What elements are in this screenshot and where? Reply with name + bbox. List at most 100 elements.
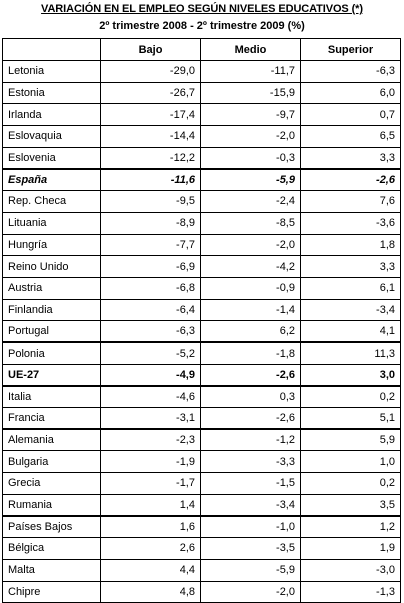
bajo-cell: -3,1 — [100, 407, 201, 430]
superior-cell: 1,8 — [300, 233, 401, 257]
bajo-cell: -7,7 — [100, 233, 201, 257]
medio-cell: -1,5 — [200, 472, 301, 495]
bajo-cell: -4,9 — [100, 363, 201, 387]
table-row: Chipre 4,8 -2,0 -1,3 — [2, 580, 401, 603]
country-cell: Finlandia — [2, 298, 101, 322]
country-cell: Eslovaquia — [2, 125, 101, 148]
table-subtitle: 2º trimestre 2008 - 2º trimestre 2009 (%… — [99, 20, 305, 32]
medio-cell: -8,5 — [200, 211, 301, 235]
table-row: Austria -6,8 -0,9 6,1 — [2, 276, 401, 300]
medio-cell: -2,0 — [200, 233, 301, 257]
header-medio: Medio — [200, 38, 301, 61]
table-row: Lituania -8,9 -8,5 -3,6 — [2, 211, 401, 235]
superior-cell: 3,0 — [300, 363, 401, 387]
table-row: Irlanda -17,4 -9,7 0,7 — [2, 103, 401, 127]
superior-cell: -6,3 — [300, 60, 401, 83]
medio-cell: -2,6 — [200, 363, 301, 387]
medio-cell: -4,2 — [200, 255, 301, 278]
superior-cell: 6,5 — [300, 125, 401, 148]
table-row: Italia -4,6 0,3 0,2 — [2, 384, 401, 408]
superior-cell: -3,6 — [300, 211, 401, 235]
country-cell: Eslovenia — [2, 146, 101, 170]
table-row: Reino Unido -6,9 -4,2 3,3 — [2, 255, 401, 278]
country-cell: UE-27 — [2, 363, 101, 387]
bajo-cell: -11,6 — [100, 167, 201, 192]
bajo-cell: -4,6 — [100, 384, 201, 408]
country-cell: Alemania — [2, 428, 101, 452]
superior-cell: 0,2 — [300, 472, 401, 495]
country-cell: Portugal — [2, 320, 101, 343]
medio-cell: -2,4 — [200, 190, 301, 213]
medio-cell: -3,3 — [200, 450, 301, 474]
superior-cell: 7,6 — [300, 190, 401, 213]
bajo-cell: -26,7 — [100, 81, 201, 105]
medio-cell: -0,9 — [200, 276, 301, 300]
bajo-cell: -1,9 — [100, 450, 201, 474]
medio-cell: -2,0 — [200, 580, 301, 603]
country-cell: Países Bajos — [2, 514, 101, 539]
superior-cell: -3,4 — [300, 298, 401, 322]
table-body: Letonia -29,0 -11,7 -6,3 Estonia -26,7 -15,9 6,… — [2, 60, 401, 603]
table-row: Hungría -7,7 -2,0 1,8 — [2, 233, 401, 257]
page: VARIACIÓN EN EL EMPLEO SEGÚN NIVELES EDU… — [2, 3, 401, 603]
superior-cell: -1,3 — [300, 580, 401, 603]
country-cell: España — [2, 167, 101, 192]
bajo-cell: 4,8 — [100, 580, 201, 603]
superior-cell: 1,2 — [300, 514, 401, 539]
header-superior: Superior — [300, 38, 401, 61]
bajo-cell: 1,4 — [100, 493, 201, 517]
country-cell: Bélgica — [2, 537, 101, 560]
table-row: Países Bajos 1,6 -1,0 1,2 — [2, 514, 401, 539]
superior-cell: 3,5 — [300, 493, 401, 517]
table-row: Malta 4,4 -5,9 -3,0 — [2, 558, 401, 582]
country-cell: Grecia — [2, 472, 101, 495]
medio-cell: -1,8 — [200, 341, 301, 365]
table-row: Polonia -5,2 -1,8 11,3 — [2, 341, 401, 365]
country-cell: Malta — [2, 558, 101, 582]
country-cell: Lituania — [2, 211, 101, 235]
bajo-cell: -6,3 — [100, 320, 201, 343]
country-cell: Francia — [2, 407, 101, 430]
bajo-cell: 4,4 — [100, 558, 201, 582]
country-cell: Irlanda — [2, 103, 101, 127]
bajo-cell: -2,3 — [100, 428, 201, 452]
table-row: Portugal -6,3 6,2 4,1 — [2, 320, 401, 343]
bajo-cell: -14,4 — [100, 125, 201, 148]
table-row: Estonia -26,7 -15,9 6,0 — [2, 81, 401, 105]
medio-cell: -11,7 — [200, 60, 301, 83]
bajo-cell: -17,4 — [100, 103, 201, 127]
medio-cell: -2,6 — [200, 407, 301, 430]
table-row: Rumania 1,4 -3,4 3,5 — [2, 493, 401, 517]
table-row: Bélgica 2,6 -3,5 1,9 — [2, 537, 401, 560]
country-cell: Rep. Checa — [2, 190, 101, 213]
bajo-cell: -1,7 — [100, 472, 201, 495]
superior-cell: -3,0 — [300, 558, 401, 582]
superior-cell: 4,1 — [300, 320, 401, 343]
country-cell: Polonia — [2, 341, 101, 365]
superior-cell: 3,3 — [300, 146, 401, 170]
table-row: Francia -3,1 -2,6 5,1 — [2, 407, 401, 430]
employment-table: Bajo Medio Superior Letonia -29,0 -11,7 -6,… — [2, 38, 401, 603]
country-cell: Bulgaria — [2, 450, 101, 474]
superior-cell: 0,2 — [300, 384, 401, 408]
header-row: Bajo Medio Superior — [2, 38, 401, 61]
medio-cell: 6,2 — [200, 320, 301, 343]
header-country — [2, 38, 101, 61]
superior-cell: 6,0 — [300, 81, 401, 105]
table-row: UE-27 -4,9 -2,6 3,0 — [2, 363, 401, 387]
bajo-cell: 2,6 — [100, 537, 201, 560]
medio-cell: -1,2 — [200, 428, 301, 452]
superior-cell: 3,3 — [300, 255, 401, 278]
medio-cell: -15,9 — [200, 81, 301, 105]
table-row: Bulgaria -1,9 -3,3 1,0 — [2, 450, 401, 474]
medio-cell: -0,3 — [200, 146, 301, 170]
bajo-cell: -12,2 — [100, 146, 201, 170]
country-cell: Letonia — [2, 60, 101, 83]
bajo-cell: -5,2 — [100, 341, 201, 365]
bajo-cell: -6,8 — [100, 276, 201, 300]
country-cell: Italia — [2, 384, 101, 408]
superior-cell: 5,9 — [300, 428, 401, 452]
table-row: Eslovenia -12,2 -0,3 3,3 — [2, 146, 401, 170]
country-cell: Austria — [2, 276, 101, 300]
table-row: Alemania -2,3 -1,2 5,9 — [2, 428, 401, 452]
